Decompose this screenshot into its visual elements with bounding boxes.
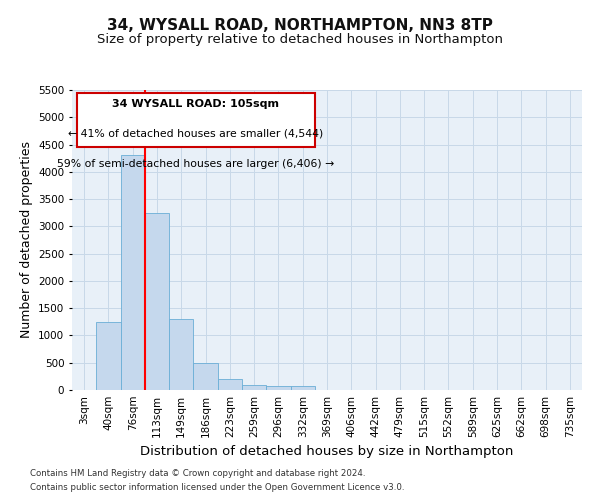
Bar [169, 319, 193, 390]
Bar [266, 386, 290, 390]
Bar [145, 212, 169, 390]
Bar [121, 156, 145, 390]
FancyBboxPatch shape [77, 92, 315, 148]
Bar [218, 379, 242, 390]
Text: 34, WYSALL ROAD, NORTHAMPTON, NN3 8TP: 34, WYSALL ROAD, NORTHAMPTON, NN3 8TP [107, 18, 493, 32]
Text: 59% of semi-detached houses are larger (6,406) →: 59% of semi-detached houses are larger (… [57, 158, 334, 168]
Text: Contains public sector information licensed under the Open Government Licence v3: Contains public sector information licen… [30, 484, 404, 492]
Bar [96, 322, 121, 390]
Text: ← 41% of detached houses are smaller (4,544): ← 41% of detached houses are smaller (4,… [68, 128, 323, 138]
Y-axis label: Number of detached properties: Number of detached properties [20, 142, 32, 338]
X-axis label: Distribution of detached houses by size in Northampton: Distribution of detached houses by size … [140, 446, 514, 458]
Bar [242, 384, 266, 390]
Text: Contains HM Land Registry data © Crown copyright and database right 2024.: Contains HM Land Registry data © Crown c… [30, 468, 365, 477]
Bar [193, 362, 218, 390]
Bar [290, 386, 315, 390]
Text: 34 WYSALL ROAD: 105sqm: 34 WYSALL ROAD: 105sqm [112, 98, 280, 108]
Text: Size of property relative to detached houses in Northampton: Size of property relative to detached ho… [97, 32, 503, 46]
